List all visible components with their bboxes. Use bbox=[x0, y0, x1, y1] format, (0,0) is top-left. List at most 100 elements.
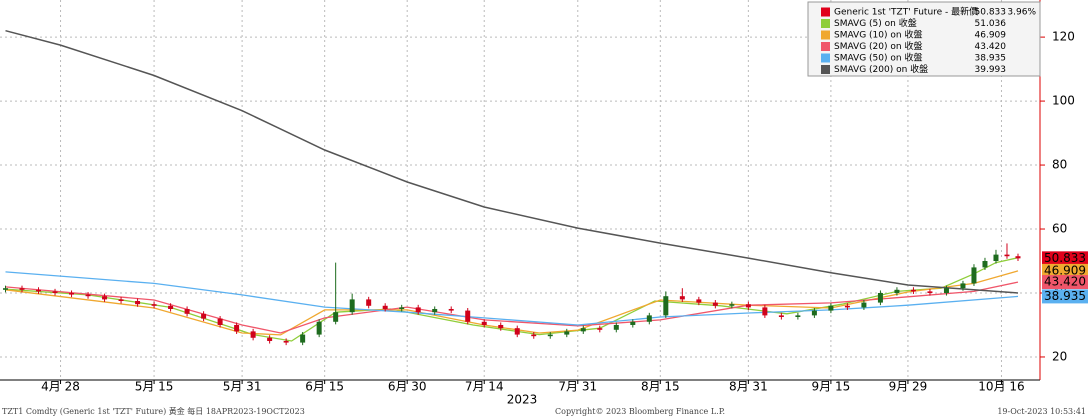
candle-body bbox=[19, 288, 25, 290]
candle-body bbox=[300, 334, 306, 343]
candle-body bbox=[250, 331, 256, 338]
legend-label: SMAVG (200) on 收盤 bbox=[834, 63, 928, 75]
y-tick-label: 120 bbox=[1052, 30, 1075, 44]
x-tick-label: 5月 31 bbox=[223, 380, 262, 394]
candle-body bbox=[267, 337, 273, 341]
footer-center: Copyright© 2023 Bloomberg Finance L.P. bbox=[555, 407, 725, 416]
candle-body bbox=[283, 340, 289, 343]
x-tick-label: 4月 28 bbox=[41, 380, 80, 394]
candle-body bbox=[762, 307, 768, 316]
x-tick-label: 9月 29 bbox=[889, 380, 928, 394]
candle-body bbox=[993, 254, 999, 262]
legend-value: 51.036 bbox=[975, 19, 1007, 29]
candle-body bbox=[927, 291, 933, 293]
legend-label: SMAVG (50) on 收盤 bbox=[834, 52, 922, 64]
candle-body bbox=[349, 299, 355, 313]
legend-swatch bbox=[821, 42, 830, 51]
ma-tag bbox=[1042, 263, 1088, 278]
x-tick-label: 8月 15 bbox=[641, 380, 680, 394]
legend-swatch bbox=[821, 7, 830, 17]
last-price-tag-label: 50.833 bbox=[1044, 251, 1086, 265]
candle-body bbox=[514, 328, 520, 335]
candle-body bbox=[36, 289, 42, 292]
candle-body bbox=[564, 331, 570, 335]
candle-body bbox=[982, 261, 988, 268]
candle-body bbox=[151, 304, 157, 306]
candle-body bbox=[663, 296, 669, 316]
candle-body bbox=[85, 294, 91, 297]
candle-body bbox=[795, 315, 801, 317]
candle-body bbox=[597, 328, 603, 330]
x-tick-label: 8月 31 bbox=[729, 380, 768, 394]
ma-line bbox=[5, 281, 1019, 334]
last-price-tag bbox=[1042, 251, 1088, 266]
legend-value: 46.909 bbox=[975, 31, 1007, 41]
legend-swatch bbox=[821, 19, 830, 28]
year-label: 2023 bbox=[507, 393, 538, 407]
candle-body bbox=[547, 334, 553, 337]
candle-body bbox=[778, 315, 784, 317]
candle-body bbox=[382, 305, 388, 309]
legend-box bbox=[807, 1, 1041, 77]
candle-body bbox=[333, 312, 339, 322]
candle-body bbox=[1004, 254, 1010, 257]
ma-tag-label: 38.935 bbox=[1044, 289, 1086, 303]
footer-left: TZT1 Comdty (Generic 1st 'TZT' Future) 黃… bbox=[2, 406, 305, 416]
ma-tag bbox=[1042, 289, 1088, 304]
candle-body bbox=[729, 304, 735, 306]
candle-body bbox=[745, 304, 751, 308]
candle-body bbox=[432, 308, 438, 313]
x-tick-label: 5月 15 bbox=[135, 380, 174, 394]
candle-body bbox=[844, 305, 850, 308]
candle-body bbox=[316, 321, 322, 335]
ma-line bbox=[5, 271, 1019, 326]
candle-body bbox=[201, 313, 207, 319]
candle-body bbox=[448, 308, 454, 311]
candle-body bbox=[465, 310, 471, 322]
legend-value: 38.935 bbox=[975, 54, 1007, 64]
candle-body bbox=[69, 292, 75, 295]
candle-body bbox=[184, 308, 190, 314]
x-tick-label: 7月 14 bbox=[465, 380, 504, 394]
candle-body bbox=[498, 324, 504, 329]
candle-body bbox=[580, 328, 586, 332]
x-tick-label: 6月 15 bbox=[305, 380, 344, 394]
ma-tag-label: 46.909 bbox=[1044, 263, 1086, 277]
x-tick-label: 9月 15 bbox=[812, 380, 851, 394]
candle-body bbox=[894, 289, 900, 293]
x-tick-label: 6月 30 bbox=[388, 380, 427, 394]
ma-line bbox=[5, 29, 1019, 294]
candle-body bbox=[971, 267, 977, 284]
candle-body bbox=[712, 302, 718, 306]
y-tick-label: 80 bbox=[1052, 158, 1067, 172]
candle-body bbox=[118, 299, 124, 301]
candle-body bbox=[679, 296, 685, 300]
candle-body bbox=[217, 318, 223, 325]
y-tick-label: 100 bbox=[1052, 94, 1075, 108]
legend-label: SMAVG (20) on 收盤 bbox=[834, 40, 922, 52]
legend-label: Generic 1st 'TZT' Future - 最新價 bbox=[834, 6, 978, 18]
candle-body bbox=[646, 315, 652, 322]
candle-body bbox=[531, 334, 537, 337]
candle-body bbox=[399, 307, 405, 309]
legend-change: 3.96% bbox=[1007, 8, 1036, 18]
legend-value: 43.420 bbox=[975, 42, 1007, 52]
legend-label: SMAVG (10) on 收盤 bbox=[834, 29, 922, 41]
legend-value: 50.833 bbox=[975, 8, 1007, 18]
candle-body bbox=[910, 289, 916, 292]
candle-body bbox=[366, 299, 372, 306]
candle-body bbox=[696, 299, 702, 303]
candle-body bbox=[630, 321, 636, 325]
candle-body bbox=[960, 283, 966, 289]
x-tick-label: 10月 16 bbox=[978, 380, 1024, 394]
candle-body bbox=[52, 291, 58, 293]
legend-swatch bbox=[821, 53, 830, 63]
candle-body bbox=[3, 288, 9, 290]
candle-body bbox=[168, 305, 174, 309]
candle-body bbox=[1015, 256, 1021, 259]
x-tick-label: 7月 31 bbox=[558, 380, 597, 394]
y-tick-label: 60 bbox=[1052, 222, 1067, 236]
candle-body bbox=[861, 302, 867, 308]
